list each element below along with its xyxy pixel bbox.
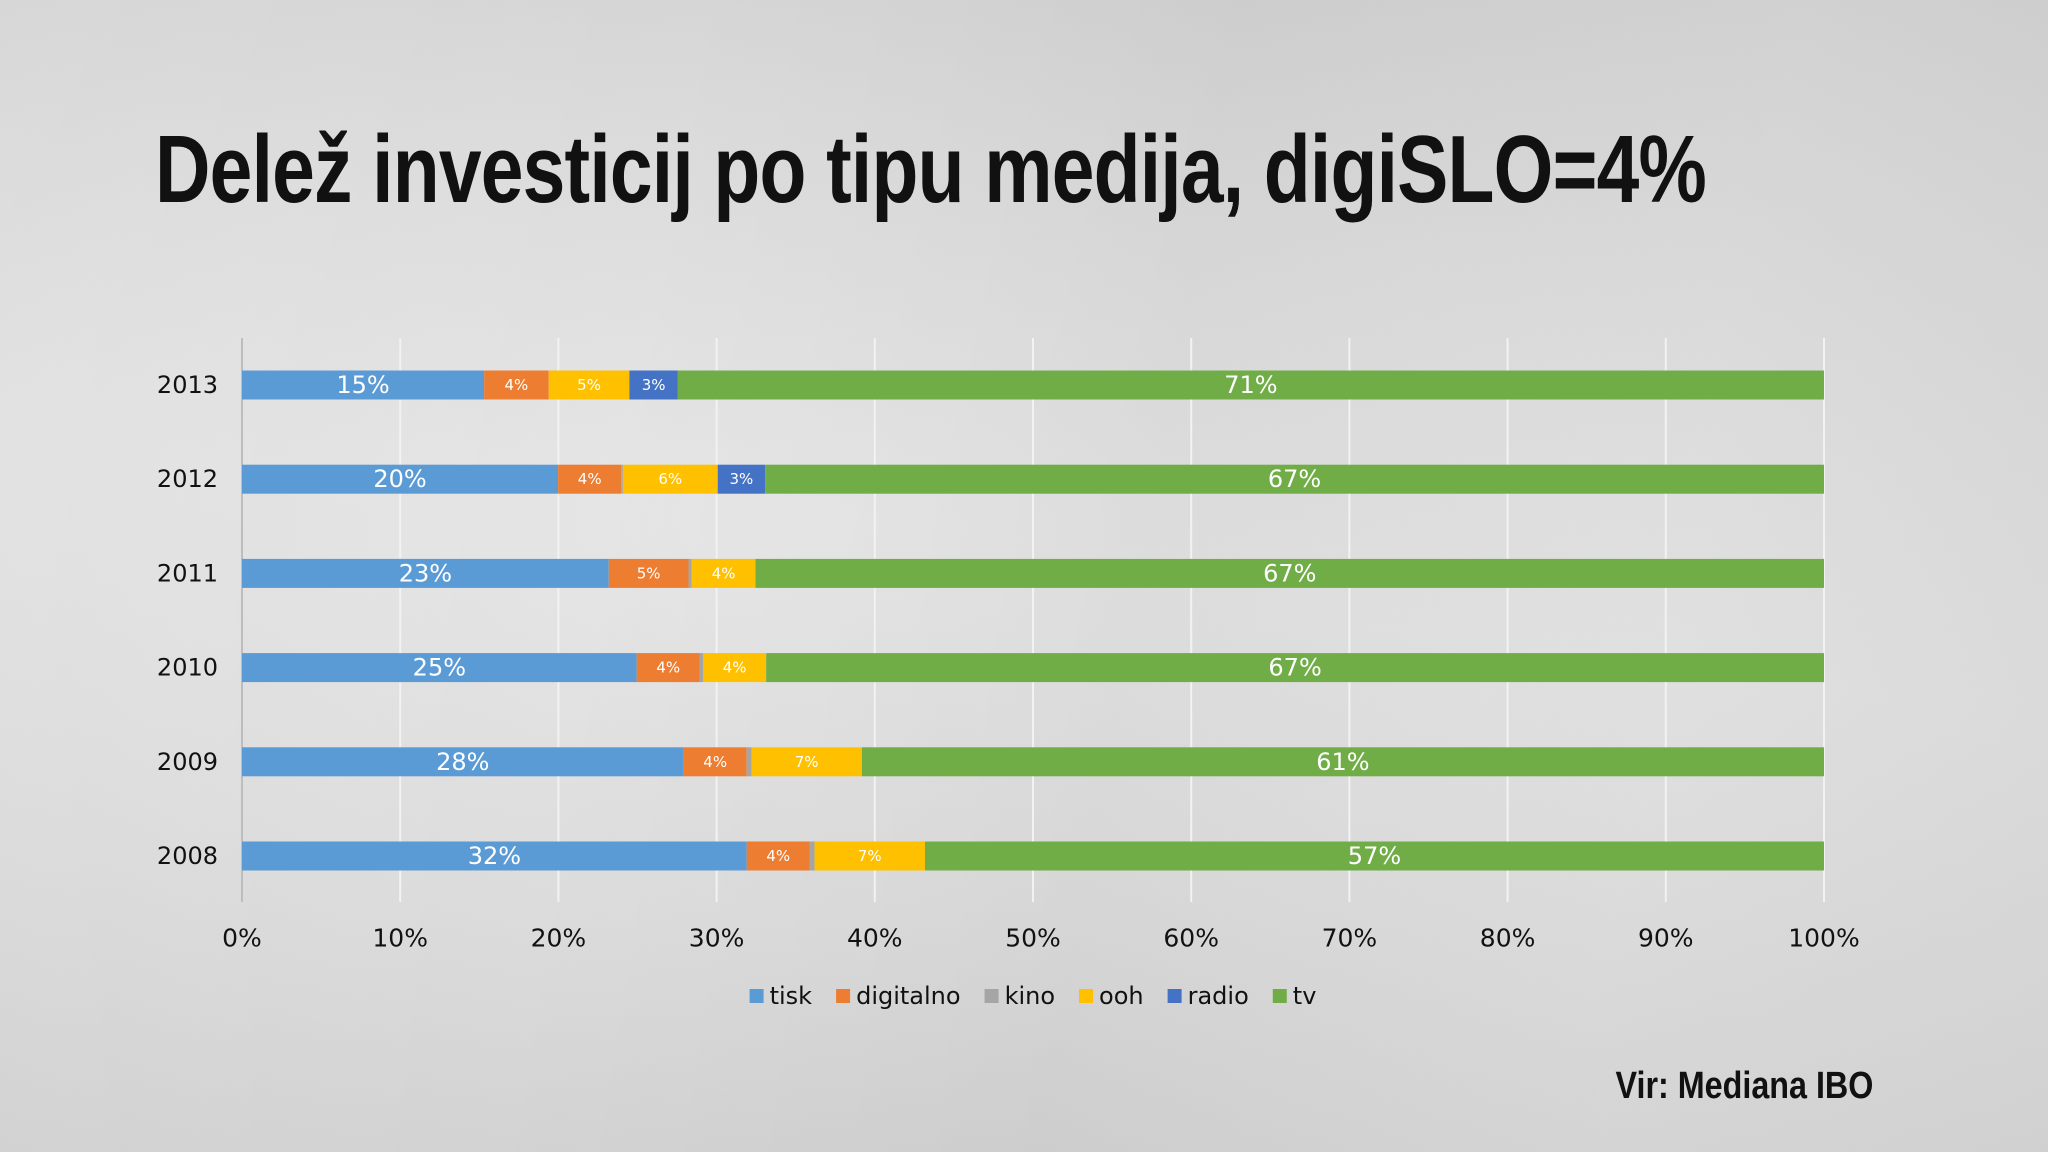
data-label-tv-2012: 67% [1268, 465, 1321, 493]
bar-tv-2012 [765, 464, 1824, 494]
bar-ooh-2012 [622, 464, 718, 494]
y-axis-labels: 2013 2012 2011 2010 2009 2008 [157, 371, 218, 870]
data-label-tv-2013: 71% [1224, 371, 1277, 399]
bar-kino-2008 [809, 841, 815, 871]
y-tick-label-2011: 2011 [157, 559, 218, 587]
data-label-tv-2009: 61% [1316, 748, 1369, 776]
x-tick-label: 60% [1163, 924, 1219, 953]
data-label-ooh-2008: 7% [858, 847, 882, 865]
data-label-ooh-2013: 5% [577, 376, 601, 394]
bar-tisk-2011 [242, 558, 609, 588]
bar-ooh-2009 [751, 747, 862, 777]
y-tick-label-2010: 2010 [157, 654, 218, 682]
y-tick-label-2013: 2013 [157, 371, 218, 399]
data-label-tisk-2009: 28% [436, 748, 489, 776]
x-axis-labels: 0% 10% 20% 30% 40% 50% 60% 70% 80% 90% 100% [222, 924, 1860, 953]
bar-tv-2011 [755, 558, 1824, 588]
source-note: Vir: Mediana IBO [1615, 1065, 1873, 1107]
bar-digitalno-2010 [636, 653, 700, 683]
legend-label-kino: kino [1005, 982, 1055, 1010]
y-tick-label-2008: 2008 [157, 842, 218, 870]
bar-ooh-2010 [703, 653, 767, 683]
x-tick-label: 50% [1005, 924, 1061, 953]
bar-digitalno-2008 [746, 841, 810, 871]
bar-kino-2012 [621, 464, 623, 494]
x-tick-label: 80% [1480, 924, 1536, 953]
bar-digitalno-2011 [608, 558, 689, 588]
bar-ooh-2008 [814, 841, 925, 871]
legend-label-radio: radio [1188, 982, 1249, 1010]
y-tick-label-2009: 2009 [157, 748, 218, 776]
bar-tisk-2009 [242, 747, 684, 777]
x-tick-label: 20% [531, 924, 587, 953]
bar-tv-2013 [677, 370, 1824, 400]
slide-title: Delež investicij po tipu medija, digiSLO… [155, 116, 1707, 223]
bar-tv-2010 [766, 653, 1824, 683]
data-label-digitalno-2008: 4% [766, 847, 790, 865]
data-label-tisk-2010: 25% [413, 654, 466, 682]
bar-tv-2008 [924, 841, 1824, 871]
bar-kino-2011 [688, 558, 692, 588]
legend-label-tv: tv [1293, 982, 1317, 1010]
x-tick-label: 10% [372, 924, 428, 953]
bar-ooh-2011 [691, 558, 756, 588]
data-label-ooh-2009: 7% [795, 753, 819, 771]
bar-kino-2010 [699, 653, 704, 683]
data-label-ooh-2010: 4% [723, 659, 747, 677]
data-label-ooh-2011: 4% [712, 564, 736, 582]
x-tick-label: 30% [689, 924, 745, 953]
legend-swatch-digitalno [836, 989, 851, 1003]
bar-tisk-2010 [242, 653, 637, 683]
data-label-digitalno-2011: 5% [637, 564, 661, 582]
bar-tisk-2012 [242, 464, 559, 494]
bar-tv-2009 [861, 747, 1824, 777]
x-tick-label: 100% [1788, 924, 1859, 953]
data-label-tv-2011: 67% [1263, 559, 1316, 587]
data-label-radio-2013: 3% [642, 376, 666, 394]
data-label-digitalno-2009: 4% [703, 753, 727, 771]
x-tick-label: 90% [1638, 924, 1694, 953]
data-label-digitalno-2012: 4% [578, 470, 602, 488]
legend: tisk digitalno kino ooh radio tv [749, 982, 1317, 1010]
bar-radio-2012 [717, 464, 766, 494]
x-tick-label: 40% [847, 924, 903, 953]
legend-label-tisk: tisk [770, 982, 813, 1010]
data-label-digitalno-2013: 4% [505, 376, 529, 394]
bar-ooh-2013 [548, 370, 630, 400]
y-tick-label-2012: 2012 [157, 465, 218, 493]
gridlines [241, 338, 1825, 902]
legend-label-ooh: ooh [1099, 982, 1144, 1010]
bar-tisk-2013 [242, 370, 485, 400]
bar-digitalno-2012 [558, 464, 622, 494]
legend-swatch-radio [1167, 989, 1182, 1003]
bar-digitalno-2013 [484, 370, 549, 400]
bar-radio-2013 [629, 370, 678, 400]
bar-tisk-2008 [242, 841, 747, 871]
legend-label-digitalno: digitalno [856, 982, 960, 1010]
x-tick-label: 70% [1322, 924, 1378, 953]
legend-swatch-kino [984, 989, 999, 1003]
data-label-tv-2008: 57% [1348, 842, 1401, 870]
legend-swatch-tv [1272, 989, 1287, 1003]
data-label-tisk-2011: 23% [399, 559, 452, 587]
data-label-digitalno-2010: 4% [656, 659, 680, 677]
x-tick-label: 0% [222, 924, 262, 953]
legend-swatch-tisk [749, 989, 764, 1003]
data-label-tv-2010: 67% [1268, 654, 1321, 682]
data-label-radio-2012: 3% [730, 470, 754, 488]
data-label-ooh-2012: 6% [658, 470, 682, 488]
legend-swatch-ooh [1079, 989, 1094, 1003]
bars: 15% 4% 5% 3% 71% 20% 4% 6% 3% 67% 23% 5% 4% 67% 25% 4% 4… [242, 370, 1824, 871]
bar-digitalno-2009 [683, 747, 747, 777]
data-label-tisk-2013: 15% [336, 371, 389, 399]
bar-kino-2009 [746, 747, 752, 777]
data-label-tisk-2012: 20% [373, 465, 426, 493]
data-label-tisk-2008: 32% [468, 842, 521, 870]
